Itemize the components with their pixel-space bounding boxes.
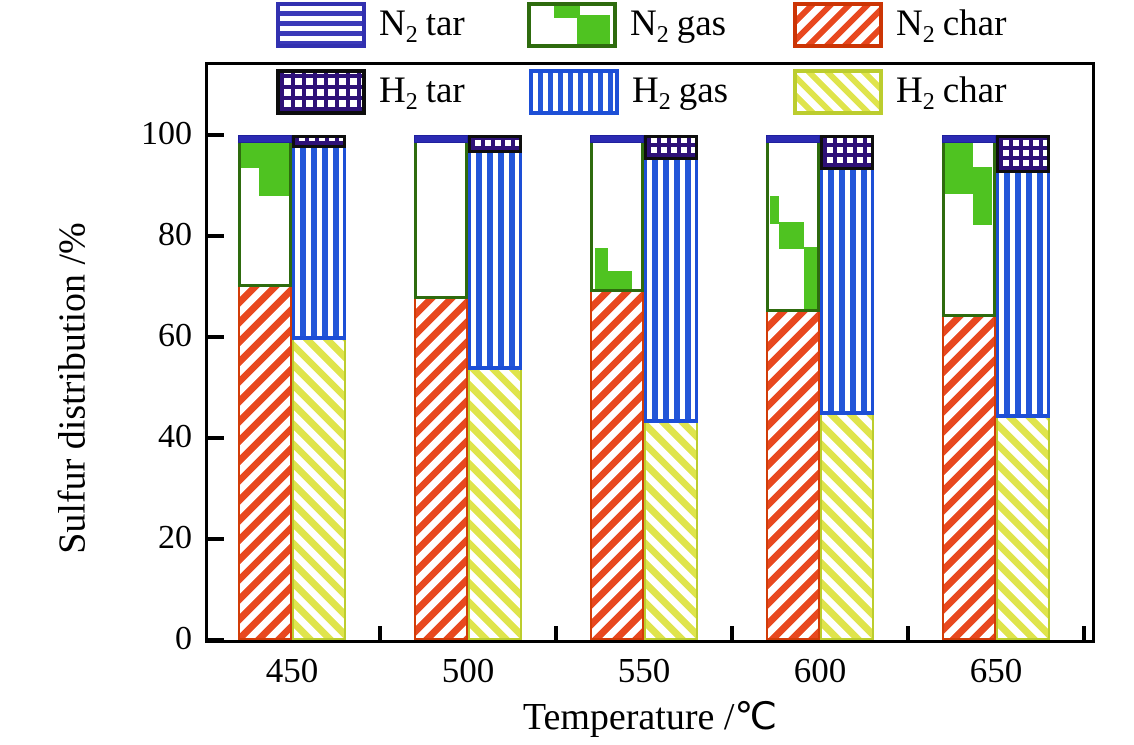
- segment-n2-gas-600: [766, 142, 820, 312]
- segment-h2-char-450: [292, 339, 346, 640]
- bar-h2-450: [292, 135, 346, 640]
- bar-h2-600: [820, 135, 874, 640]
- n2-gas-green-patch-600-2: [803, 247, 817, 309]
- legend-item-h2-gas: H2 gas: [529, 69, 728, 115]
- legend-item-n2-char: N2 char: [793, 2, 1006, 48]
- legend-item-h2-char: H2 char: [793, 69, 1006, 115]
- y-axis-tick-20: [208, 537, 224, 541]
- n2-gas-green-patch-650-0: [945, 142, 973, 194]
- x-axis-minor-tick-1: [554, 626, 558, 640]
- x-tick-label-450: 450: [265, 651, 319, 690]
- segment-n2-tar-600: [766, 135, 820, 143]
- y-tick-label-20: 20: [158, 519, 192, 556]
- segment-h2-tar-600: [820, 135, 874, 171]
- y-axis-tick-100: [208, 133, 224, 137]
- legend-item-n2-gas: N2 gas: [527, 2, 726, 48]
- y-axis-tick-40: [208, 436, 224, 440]
- h2-gas-swatch-icon: [529, 69, 619, 115]
- segment-n2-char-500: [414, 299, 468, 640]
- x-axis-minor-tick-0: [378, 626, 382, 640]
- segment-h2-tar-550: [644, 135, 698, 161]
- legend-item-h2-tar: H2 tar: [276, 69, 465, 115]
- segment-n2-char-650: [942, 316, 996, 640]
- segment-h2-char-500: [468, 369, 522, 640]
- segment-n2-char-550: [590, 291, 644, 640]
- segment-h2-tar-650: [996, 135, 1050, 173]
- y-tick-label-100: 100: [141, 115, 192, 152]
- bar-n2-500: [414, 135, 468, 640]
- n2-gas-green-patch-450-1: [259, 167, 289, 197]
- h2-char-swatch-icon: [793, 69, 883, 115]
- bar-n2-550: [590, 135, 644, 640]
- bar-n2-650: [942, 135, 996, 640]
- legend-item-n2-tar: N2 tar: [276, 2, 465, 48]
- segment-n2-char-450: [238, 286, 292, 640]
- segment-n2-tar-450: [238, 135, 292, 143]
- legend-label-h2-gas: H2 gas: [632, 69, 729, 115]
- bar-h2-550: [644, 135, 698, 640]
- legend-label-h2-tar: H2 tar: [379, 69, 465, 115]
- n2-char-swatch-icon: [793, 2, 883, 48]
- x-tick-label-600: 600: [793, 651, 847, 690]
- bar-h2-650: [996, 135, 1050, 640]
- segment-h2-gas-650: [996, 172, 1050, 418]
- plot-area: [205, 62, 1095, 643]
- segment-n2-gas-650: [942, 142, 996, 317]
- segment-h2-tar-500: [468, 135, 522, 153]
- y-axis-title: Sulfur distribution /%: [52, 221, 95, 554]
- segment-n2-tar-550: [590, 135, 644, 143]
- y-axis-tick-80: [208, 234, 224, 238]
- x-tick-label-500: 500: [441, 651, 495, 690]
- n2-tar-swatch-icon: [276, 2, 366, 48]
- segment-n2-tar-500: [414, 135, 468, 143]
- n2-gas-green-patch-600-1: [778, 222, 804, 249]
- x-tick-label-550: 550: [617, 651, 671, 690]
- x-tick-label-650: 650: [969, 651, 1023, 690]
- x-axis-title: Temperature /℃: [522, 696, 778, 738]
- segment-n2-char-600: [766, 311, 820, 640]
- y-axis-tick-0: [208, 638, 224, 642]
- segment-h2-char-600: [820, 415, 874, 640]
- x-axis-minor-tick-4: [1082, 626, 1086, 640]
- segment-h2-char-650: [996, 417, 1050, 640]
- segment-h2-gas-500: [468, 152, 522, 370]
- n2-gas-swatch-icon: [527, 2, 617, 48]
- segment-n2-gas-550: [590, 142, 644, 292]
- y-axis-tick-60: [208, 335, 224, 339]
- x-axis-minor-tick-2: [730, 626, 734, 640]
- n2-gas-green-patch-550-1: [594, 271, 633, 289]
- segment-n2-gas-450: [238, 142, 292, 287]
- segment-h2-gas-550: [644, 160, 698, 423]
- n2-gas-green-patch-450-0: [241, 142, 289, 168]
- bar-h2-500: [468, 135, 522, 640]
- y-tick-label-40: 40: [158, 418, 192, 455]
- segment-h2-gas-600: [820, 170, 874, 416]
- x-axis-minor-tick-3: [906, 626, 910, 640]
- bar-n2-450: [238, 135, 292, 640]
- y-tick-label-0: 0: [175, 620, 192, 657]
- y-tick-label-80: 80: [158, 216, 192, 253]
- legend-label-n2-char: N2 char: [896, 2, 1007, 48]
- legend-label-n2-tar: N2 tar: [379, 2, 465, 48]
- segment-h2-char-550: [644, 422, 698, 640]
- n2-gas-green-patch-650-1: [972, 166, 993, 225]
- segment-n2-tar-650: [942, 135, 996, 143]
- n2-gas-green-patch-600-0: [769, 195, 779, 224]
- segment-h2-tar-450: [292, 135, 346, 148]
- h2-tar-swatch-icon: [276, 69, 366, 115]
- y-tick-label-60: 60: [158, 317, 192, 354]
- segment-n2-gas-500: [414, 142, 468, 300]
- segment-h2-gas-450: [292, 147, 346, 340]
- legend-label-n2-gas: N2 gas: [630, 2, 727, 48]
- bar-n2-600: [766, 135, 820, 640]
- legend-label-h2-char: H2 char: [896, 69, 1007, 115]
- y-axis-title-wrap: Sulfur distribution /%: [48, 135, 98, 640]
